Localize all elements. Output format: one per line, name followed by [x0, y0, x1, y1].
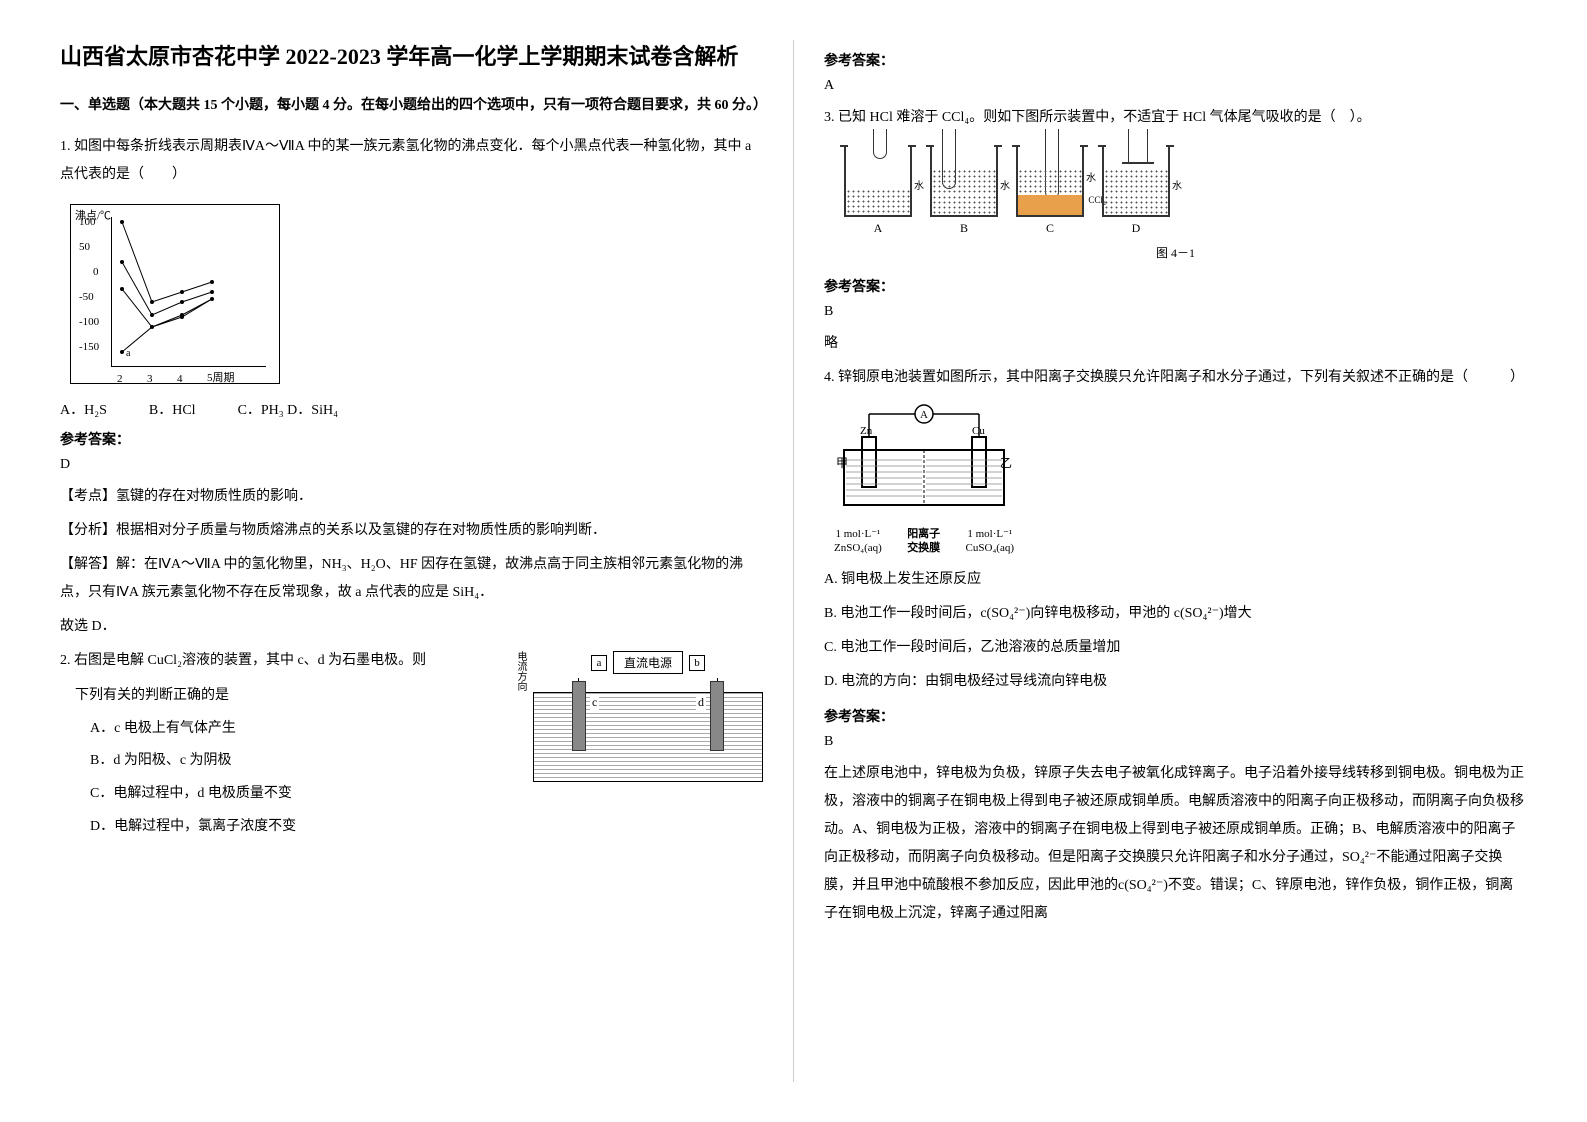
xtick: 5周期: [207, 369, 235, 385]
terminal-b: b: [689, 655, 705, 671]
section-heading: 一、单选题（本大题共 15 个小题，每小题 4 分。在每小题给出的四个选项中，只…: [60, 93, 763, 118]
answer-label: 参考答案：: [60, 429, 763, 449]
q1-options: A．H₂S B．HCl C．PH₃ D．SiH₄: [60, 399, 763, 419]
q1-answer: D: [60, 457, 763, 473]
q1-chart: 沸点/℃ a 100 50 0 -50 -100 -150 2 3 4 5周期: [70, 204, 280, 384]
membrane-label: 阳离子交换膜: [907, 527, 940, 556]
ytick: -150: [79, 341, 99, 353]
q1-text: 1. 如图中每条折线表示周期表ⅣA～ⅦA 中的某一族元素氢化物的沸点变化．每个小…: [60, 133, 763, 189]
electrode-d-label: d: [696, 695, 706, 710]
beaker-A-wrap: 水 A: [844, 147, 912, 236]
q2-block: 电流方向 a 直流电源 b c d 2. 右图是电解 CuCl₂溶液的装: [60, 647, 763, 846]
q3-beakers: 水 A 水 B 水 CCl₄ C: [844, 147, 1527, 236]
q4-optC: C. 电池工作一段时间后，乙池溶液的总质量增加: [824, 634, 1527, 662]
svg-text:Zn: Zn: [860, 425, 873, 437]
left-solution: 1 mol·L⁻¹ZnSO₄(aq): [834, 527, 882, 556]
beaker-A-label: A: [844, 221, 912, 236]
q1-exp4: 故选 D．: [60, 613, 763, 641]
q4-explain: 在上述原电池中，锌电极为负极，锌原子失去电子被氧化成锌离子。电子沿着外接导线转移…: [824, 760, 1527, 928]
chart-axes: a: [111, 217, 266, 367]
electrolysis-cell: c d: [533, 692, 763, 782]
battery-svg: A Zn Cu: [834, 402, 1014, 522]
q3-answer: B: [824, 304, 1527, 320]
ammeter-label: A: [920, 409, 928, 421]
beaker-D: 水: [1102, 147, 1170, 217]
right-column: 参考答案： A 3. 已知 HCl 难溶于 CCl₄。则如下图所示装置中，不适宜…: [794, 40, 1557, 1082]
beaker-D-label: D: [1102, 221, 1170, 236]
flow-label: 电流方向: [513, 651, 528, 691]
svg-text:乙: 乙: [1000, 456, 1012, 470]
xtick: 4: [177, 373, 183, 385]
q1-exp2: 【分析】根据相对分子质量与物质熔沸点的关系以及氢键的存在对物质性质的影响判断．: [60, 517, 763, 545]
svg-text:Cu: Cu: [972, 425, 985, 437]
q4-diagram: A Zn Cu: [834, 402, 1014, 556]
xtick: 3: [147, 373, 153, 385]
beaker-D-wrap: 水 D: [1102, 147, 1170, 236]
right-solution: 1 mol·L⁻¹CuSO₄(aq): [966, 527, 1014, 556]
beaker-C-label: C: [1016, 221, 1084, 236]
q4-text: 4. 锌铜原电池装置如图所示，其中阳离子交换膜只允许阳离子和水分子通过，下列有关…: [824, 364, 1527, 392]
beaker-C: 水 CCl₄: [1016, 147, 1084, 217]
answer-label: 参考答案：: [824, 50, 1527, 70]
electrode-c-label: c: [590, 695, 599, 710]
ytick: -100: [79, 316, 99, 328]
xtick: 2: [117, 373, 123, 385]
answer-label: 参考答案：: [824, 706, 1527, 726]
electrode-c: [572, 681, 586, 751]
chart-point-a: a: [126, 348, 131, 359]
q2-optC: C．电解过程中，d 电极质量不变: [90, 781, 763, 808]
q4-optA: A. 铜电极上发生还原反应: [824, 566, 1527, 594]
electrode-d: [710, 681, 724, 751]
beaker-B-label: B: [930, 221, 998, 236]
beaker-C-wrap: 水 CCl₄ C: [1016, 147, 1084, 236]
beaker-B-wrap: 水 B: [930, 147, 998, 236]
q4-optB: B. 电池工作一段时间后，c(SO₄²⁻)向锌电极移动，甲池的 c(SO₄²⁻)…: [824, 600, 1527, 628]
document-title: 山西省太原市杏花中学 2022-2023 学年高一化学上学期期末试卷含解析: [60, 40, 763, 73]
beaker-B: 水: [930, 147, 998, 217]
ytick: -50: [79, 291, 94, 303]
chart-lines-svg: a: [112, 217, 267, 367]
answer-label: 参考答案：: [824, 276, 1527, 296]
q1-exp3: 【解答】解：在ⅣA～ⅦA 中的氢化物里，NH₃、H₂O、HF 因存在氢键，故沸点…: [60, 551, 763, 607]
beaker-A: 水: [844, 147, 912, 217]
ytick: 100: [79, 216, 96, 228]
q3-caption: 图 4－1: [824, 244, 1527, 261]
q3-note: 略: [824, 330, 1527, 358]
q4-answer: B: [824, 734, 1527, 750]
q3-text: 3. 已知 HCl 难溶于 CCl₄。则如下图所示装置中，不适宜于 HCl 气体…: [824, 104, 1527, 132]
power-source: 直流电源: [613, 651, 683, 674]
q2-answer: A: [824, 78, 1527, 94]
terminal-a: a: [591, 655, 607, 671]
q2-diagram: 电流方向 a 直流电源 b c d: [533, 651, 763, 782]
svg-text:甲: 甲: [836, 456, 848, 470]
ytick: 50: [79, 241, 90, 253]
left-column: 山西省太原市杏花中学 2022-2023 学年高一化学上学期期末试卷含解析 一、…: [30, 40, 794, 1082]
ytick: 0: [93, 266, 99, 278]
q4-optD: D. 电流的方向：由铜电极经过导线流向锌电极: [824, 668, 1527, 696]
q2-optD: D．电解过程中，氯离子浓度不变: [90, 814, 763, 841]
q1-exp1: 【考点】氢键的存在对物质性质的影响．: [60, 483, 763, 511]
